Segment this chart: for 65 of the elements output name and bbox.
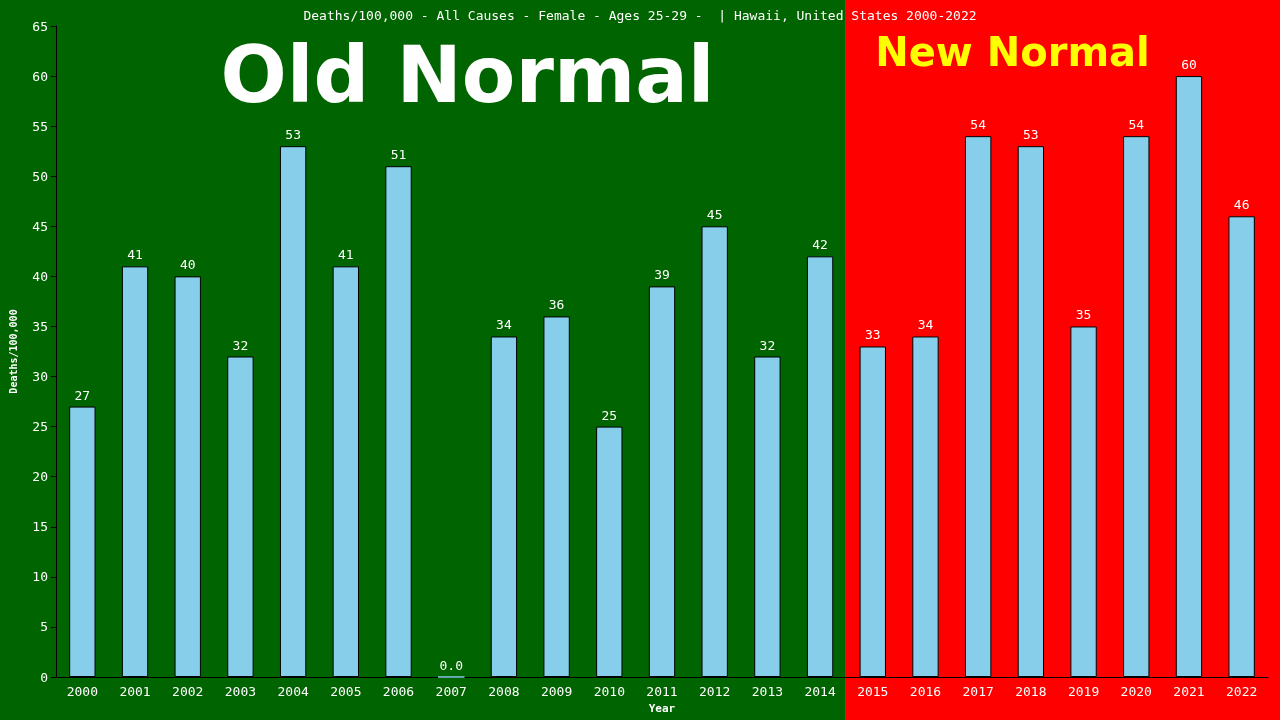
- y-tick-label: 15: [32, 519, 48, 535]
- x-tick-label: 2013: [751, 684, 784, 699]
- data-label: 0.0: [439, 657, 463, 673]
- x-tick-label: 2019: [1067, 684, 1100, 699]
- x-tick-label: 2020: [1120, 684, 1152, 699]
- data-label: 53: [285, 127, 301, 143]
- x-tick-label: 2011: [646, 684, 678, 699]
- x-tick-label: 2000: [66, 684, 98, 699]
- x-tick-label: 2005: [330, 684, 362, 699]
- y-tick-label: 30: [32, 369, 48, 385]
- y-tick-label: 35: [32, 318, 48, 334]
- x-tick-label: 2007: [435, 684, 467, 699]
- data-label: 27: [74, 387, 91, 403]
- data-label: 53: [1023, 127, 1039, 143]
- y-axis-title: Deaths/100,000: [7, 309, 19, 394]
- x-tick-label: 2009: [540, 684, 573, 699]
- data-label: 51: [390, 147, 407, 163]
- x-tick-label: 2015: [857, 684, 889, 699]
- data-label: 54: [1128, 117, 1145, 133]
- data-label: 60: [1181, 57, 1197, 73]
- data-label: 54: [970, 117, 987, 133]
- data-label: 45: [706, 207, 723, 223]
- y-tick-label: 60: [32, 68, 48, 84]
- chart-title: Deaths/100,000 - All Causes - Female - Ages 25-29 - | Hawaii, United States 2000-2022: [303, 8, 977, 23]
- y-tick-label: 65: [32, 18, 48, 34]
- x-tick-label: 2016: [909, 684, 942, 699]
- band-label: New Normal: [875, 29, 1150, 75]
- data-label: 40: [179, 257, 196, 273]
- data-label: 41: [127, 247, 143, 263]
- data-label: 39: [654, 267, 670, 283]
- y-tick-label: 20: [32, 469, 48, 485]
- y-tick-label: 0: [40, 669, 48, 685]
- band-label: Old Normal: [220, 30, 715, 120]
- x-tick-label: 2018: [1015, 684, 1047, 699]
- data-label: 32: [232, 337, 249, 353]
- data-label: 36: [548, 297, 565, 313]
- x-tick-label: 2021: [1173, 684, 1205, 699]
- data-label: 34: [917, 317, 934, 333]
- data-label: 41: [338, 247, 354, 263]
- x-axis-title: Year: [648, 701, 676, 715]
- x-tick-label: 2001: [119, 684, 151, 699]
- data-label: 46: [1233, 197, 1250, 213]
- y-tick-label: 55: [32, 118, 48, 134]
- y-tick-label: 5: [40, 619, 48, 635]
- x-tick-label: 2017: [962, 684, 994, 699]
- data-label: 25: [601, 407, 618, 423]
- x-tick-label: 2004: [277, 684, 309, 699]
- y-tick-label: 45: [32, 218, 48, 234]
- y-tick-label: 25: [32, 419, 48, 435]
- x-tick-label: 2008: [488, 684, 520, 699]
- x-tick-label: 2010: [593, 684, 625, 699]
- y-tick-label: 50: [32, 168, 48, 184]
- x-tick-label: 2014: [804, 684, 836, 699]
- data-label: 34: [496, 317, 512, 333]
- data-label: 35: [1075, 307, 1092, 323]
- x-tick-label: 2022: [1226, 684, 1258, 699]
- y-tick-label: 40: [32, 268, 48, 284]
- x-tick-label: 2003: [224, 684, 257, 699]
- x-tick-label: 2012: [699, 684, 731, 699]
- y-tick-label: 10: [32, 569, 48, 585]
- data-label: 42: [812, 237, 828, 253]
- data-label: 32: [759, 337, 776, 353]
- data-label: 33: [864, 327, 881, 343]
- x-tick-label: 2002: [172, 684, 204, 699]
- x-tick-label: 2006: [382, 684, 415, 699]
